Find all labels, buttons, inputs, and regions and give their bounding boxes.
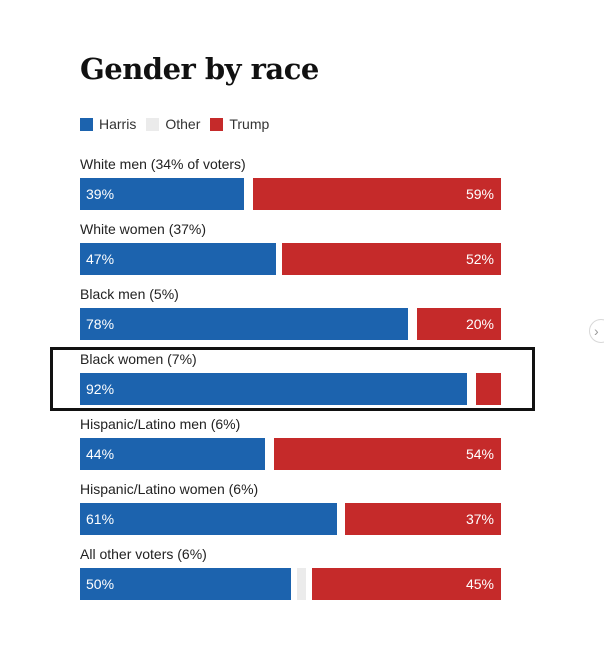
- bar-segment-trump: [476, 373, 501, 405]
- bar-segment-harris: [80, 178, 244, 210]
- bar-segment-trump: [282, 243, 501, 275]
- legend-swatch-trump: [210, 117, 224, 131]
- bar-segment-harris: [80, 503, 337, 535]
- legend-swatch-harris: [80, 117, 93, 131]
- harris-value-label: 61%: [86, 511, 115, 527]
- bar-separator: [291, 568, 297, 600]
- chevron-right-icon: ›: [594, 323, 599, 339]
- bar-segment-harris: [80, 438, 265, 470]
- bar-separator: [411, 308, 417, 340]
- bar-track: 47% 52%: [80, 243, 501, 275]
- bar-track: 61% 37%: [80, 503, 501, 535]
- harris-value-label: 44%: [86, 446, 115, 462]
- trump-value-label: 20%: [465, 316, 494, 332]
- harris-value-label: 78%: [86, 316, 115, 332]
- bar-separator: [276, 243, 282, 275]
- row-label: Black men (5%): [80, 286, 179, 302]
- legend-item-harris: Harris: [80, 116, 136, 132]
- bar-separator: [470, 373, 476, 405]
- bar-segment-harris: [80, 308, 408, 340]
- harris-value-label: 50%: [86, 576, 115, 592]
- legend-item-other: Other: [146, 116, 200, 132]
- bar-separator: [339, 503, 345, 535]
- row-label: Black women (7%): [80, 351, 197, 367]
- carousel-next-button[interactable]: ›: [589, 319, 604, 343]
- highlight-box: [50, 347, 535, 411]
- bar-separator: [306, 568, 312, 600]
- trump-value-label: 45%: [465, 576, 494, 592]
- legend: Harris Other Trump: [80, 116, 279, 132]
- bar-segment-trump: [345, 503, 501, 535]
- row-label: White men (34% of voters): [80, 156, 246, 172]
- bar-separator: [268, 438, 274, 470]
- bar-track: 50% 45%: [80, 568, 501, 600]
- legend-label-other: Other: [165, 116, 201, 132]
- bar-segment-harris: [80, 568, 291, 600]
- harris-value-label: 47%: [86, 251, 115, 267]
- legend-label-trump: Trump: [229, 116, 270, 132]
- bar-separator: [247, 178, 253, 210]
- bar-track: 39% 59%: [80, 178, 501, 210]
- bar-segment-trump: [253, 178, 501, 210]
- bar-track: 92%: [80, 373, 501, 405]
- row-label: White women (37%): [80, 221, 207, 237]
- trump-value-label: 59%: [465, 186, 494, 202]
- bar-segment-harris: [80, 243, 278, 275]
- row-label: Hispanic/Latino men (6%): [80, 416, 241, 432]
- harris-value-label: 92%: [86, 381, 115, 397]
- trump-value-label: 54%: [465, 446, 494, 462]
- trump-value-label: 52%: [465, 251, 494, 267]
- bar-segment-trump: [417, 308, 501, 340]
- trump-value-label: 37%: [465, 511, 494, 527]
- legend-label-harris: Harris: [99, 116, 137, 132]
- row-label: All other voters (6%): [80, 546, 207, 562]
- chart-title: Gender by race: [80, 52, 319, 86]
- harris-value-label: 39%: [86, 186, 115, 202]
- bar-segment-trump: [274, 438, 501, 470]
- legend-swatch-other: [146, 117, 160, 131]
- legend-item-trump: Trump: [210, 116, 269, 132]
- bar-track: 44% 54%: [80, 438, 501, 470]
- bar-segment-trump: [312, 568, 501, 600]
- bar-segment-harris: [80, 373, 467, 405]
- bar-track: 78% 20%: [80, 308, 501, 340]
- row-label: Hispanic/Latino women (6%): [80, 481, 259, 497]
